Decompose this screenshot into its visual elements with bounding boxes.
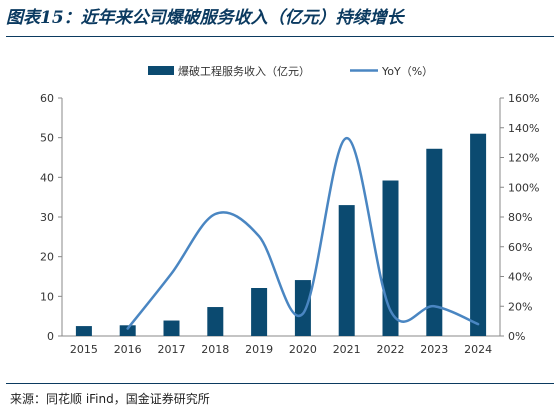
x-tick-label: 2024: [464, 343, 492, 356]
bar: [119, 325, 136, 336]
left-tick-label: 10: [40, 290, 54, 303]
left-tick-label: 40: [40, 171, 54, 184]
bar: [163, 320, 180, 336]
x-tick-label: 2022: [377, 343, 405, 356]
right-tick-label: 80%: [508, 211, 532, 224]
right-tick-label: 160%: [508, 92, 539, 105]
yoy-line: [126, 136, 480, 330]
legend-bar-swatch: [148, 66, 174, 75]
left-tick-label: 30: [40, 211, 54, 224]
bar: [294, 280, 311, 336]
bar: [338, 205, 355, 336]
left-tick-label: 0: [47, 330, 54, 343]
right-tick-label: 120%: [508, 152, 539, 165]
left-tick-label: 60: [40, 92, 54, 105]
x-tick-label: 2023: [420, 343, 448, 356]
x-tick-label: 2017: [158, 343, 186, 356]
legend-bar-label: 爆破工程服务收入（亿元）: [178, 64, 310, 78]
bar: [75, 326, 92, 336]
x-tick-label: 2018: [201, 343, 229, 356]
x-tick-label: 2016: [114, 343, 142, 356]
yoy-line-series: [126, 136, 480, 330]
bar: [207, 307, 224, 336]
bar: [470, 133, 487, 336]
chart-area: 爆破工程服务收入（亿元） YoY（%） 0 10 20 30 40 50 60 0% 20% 4…: [40, 64, 539, 356]
right-tick-label: 40%: [508, 271, 532, 284]
left-tick-label: 20: [40, 251, 54, 264]
x-axis-ticks: 2015 2016 2017 2018 2019 2020 2021 2022 2023 2024: [70, 343, 492, 356]
x-tick-label: 2020: [289, 343, 317, 356]
right-tick-label: 100%: [508, 181, 539, 194]
x-tick-label: 2015: [70, 343, 98, 356]
chart-title: 图表15：近年来公司爆破服务收入（亿元）持续增长: [6, 8, 404, 28]
legend-line-label: YoY（%）: [381, 65, 433, 78]
right-tick-label: 60%: [508, 241, 532, 254]
title-divider: [6, 36, 554, 37]
right-tick-label: 20%: [508, 300, 532, 313]
bar: [426, 148, 443, 336]
right-tick-label: 0%: [508, 330, 525, 343]
footer-divider: [6, 383, 554, 384]
legend: 爆破工程服务收入（亿元） YoY（%）: [148, 64, 433, 78]
right-tick-label: 140%: [508, 122, 539, 135]
left-axis-ticks: 0 10 20 30 40 50 60: [40, 92, 62, 343]
source-note: 来源：同花顺 iFind，国金证券研究所: [10, 392, 210, 406]
left-tick-label: 50: [40, 132, 54, 145]
bar-series: [75, 133, 487, 336]
x-tick-label: 2021: [333, 343, 361, 356]
x-tick-label: 2019: [245, 343, 273, 356]
bar: [251, 288, 268, 336]
right-axis-ticks: 0% 20% 40% 60% 80% 100% 120% 140% 160%: [500, 92, 539, 343]
